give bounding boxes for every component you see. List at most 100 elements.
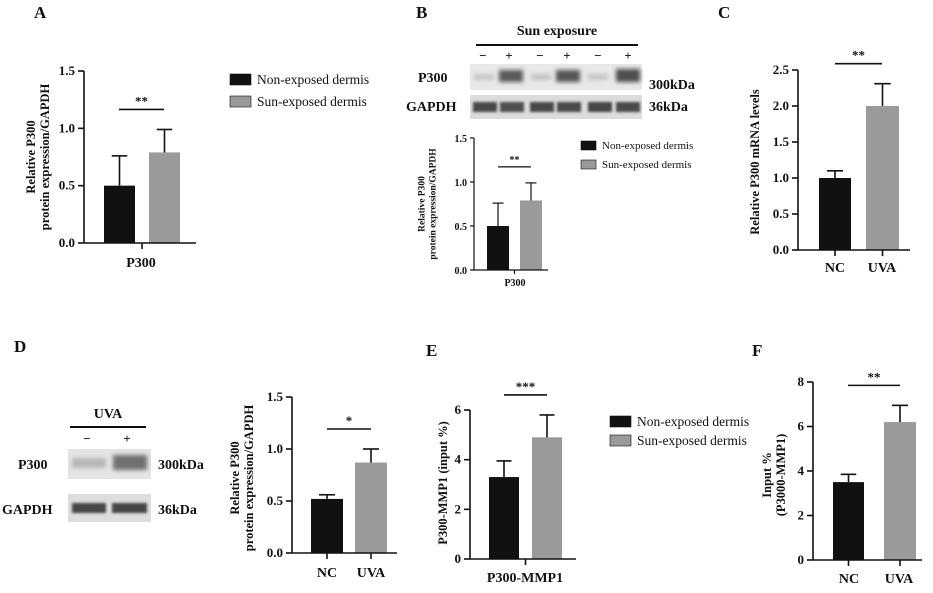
chart-f-significance-label: **: [868, 369, 881, 384]
chart-e-category-label-1: P300-MMP1: [487, 571, 563, 586]
blot-d-p300-band-1: [72, 458, 106, 468]
chart-b-category-label-1: P300: [504, 278, 525, 289]
blot-d-gapdh-band-2: [112, 503, 147, 513]
chart-e-bar-1: [489, 477, 519, 559]
blot-b-p300-band-5: [588, 74, 608, 80]
chart-d-y-axis-title: Relative P300protein expression/GAPDH: [228, 405, 256, 552]
chart-f-y-axis-title: Input %(P3000-MMP1): [760, 434, 788, 517]
blot-b-size-gapdh: 36kDa: [649, 100, 688, 115]
blot-d-size-gapdh: 36kDa: [158, 503, 197, 518]
panel-letter-a: A: [34, 3, 47, 22]
chart-a-legend-swatch-1: [229, 73, 252, 86]
chart-e-significance-label: ***: [516, 379, 536, 394]
chart-c-y-axis-title-line-1: Relative P300 mRNA levels: [748, 89, 762, 235]
chart-f: 0 2 4 6 8 NC UVA ** Input %(P3000-MMP1): [760, 369, 922, 587]
chart-d-y-axis-title-line-1: Relative P300: [228, 441, 242, 514]
blot-b-gapdh-bands: [473, 102, 640, 112]
chart-f-ytick-label-5: 8: [798, 374, 805, 389]
chart-e-ytick-label-3: 4: [455, 452, 462, 467]
chart-e-bar-2: [532, 437, 562, 559]
panel-letter-f: F: [752, 341, 762, 360]
chart-a-y-axis-title: Relative P300protein expression/GAPDH: [24, 84, 52, 231]
blot-b-lane-2: +: [505, 48, 512, 63]
chart-a: 0.0 0.5 1.0 1.5 P300 ** Relative P300protein e…: [24, 63, 369, 271]
blot-b-gapdh-band-2: [500, 102, 524, 112]
blot-d-gapdh-band-1: [72, 503, 106, 513]
chart-e-y-axis-title: P300-MMP1 (input %): [436, 421, 450, 545]
chart-f-bar-2: [884, 422, 916, 560]
blot-b-p300-bands: [474, 69, 640, 82]
blot-b-lane-4: +: [563, 48, 570, 63]
chart-c-ytick-label-6: 2.5: [773, 62, 790, 77]
blot-b-row-label-p300: P300: [418, 71, 448, 86]
chart-d-y-axis-title-line-2: protein expression/GAPDH: [242, 405, 256, 552]
chart-b-legend-label-1: Non-exposed dermis: [602, 140, 693, 152]
blot-b-gapdh-band-3: [530, 102, 554, 112]
chart-b-legend-swatch-2: [580, 159, 597, 170]
chart-a-category-label-1: P300: [126, 256, 156, 271]
blot-b-gapdh-band-5: [588, 102, 612, 112]
chart-a-legend-label-2: Sun-exposed dermis: [257, 94, 367, 109]
chart-a-ytick-label-4: 1.5: [59, 63, 76, 78]
chart-d-ytick-label-2: 0.5: [267, 493, 284, 508]
chart-c: 0.0 0.5 1.0 1.5 2.0 2.5 NC UVA ** Relative P300 m…: [748, 48, 910, 276]
chart-e-y-axis-title-line-1: P300-MMP1 (input %): [436, 421, 450, 545]
blot-b-size-p300: 300kDa: [649, 78, 695, 93]
chart-f-ytick-label-4: 6: [798, 419, 805, 434]
blot-d-size-p300: 300kDa: [158, 458, 204, 473]
blot-d-gapdh-bands: [72, 503, 147, 513]
chart-a-y-axis-title-line-2: protein expression/GAPDH: [38, 84, 52, 231]
chart-d-ytick-label-3: 1.0: [267, 441, 283, 456]
chart-d-category-label-1: NC: [317, 566, 337, 581]
chart-b-ytick-label-3: 1.0: [455, 178, 468, 189]
chart-c-significance-label: **: [852, 48, 865, 63]
chart-e-legend-swatch-1: [609, 415, 632, 428]
chart-f-bar-1: [833, 482, 864, 560]
chart-c-ytick-label-5: 2.0: [773, 98, 789, 113]
chart-c-bar-1: [819, 178, 851, 250]
blot-b-p300-band-4: [556, 70, 580, 82]
chart-c-category-label-2: UVA: [868, 261, 897, 276]
blot-d-row-label-gapdh: GAPDH: [2, 503, 53, 518]
chart-a-ytick-label-1: 0.0: [59, 235, 75, 250]
panel-letter-e: E: [426, 341, 437, 360]
blot-d-header: UVA: [94, 407, 123, 422]
blot-b-p300-band-1: [474, 74, 494, 80]
blot-b-gapdh-band-1: [473, 102, 497, 112]
chart-c-ytick-label-3: 1.0: [773, 170, 789, 185]
western-blot-d: UVA − + P300 GAPDH 300kDa 36kDa: [2, 407, 204, 522]
chart-e-legend-label-2: Sun-exposed dermis: [637, 433, 747, 448]
blot-d-lane-1: −: [83, 431, 90, 446]
chart-e: 0 2 4 6 P300-MMP1 *** P300-MMP1 (input %) Non-e…: [436, 379, 749, 586]
chart-d-bar-1: [311, 498, 343, 553]
chart-c-ytick-label-2: 0.5: [773, 206, 790, 221]
chart-a-bar-2: [149, 152, 180, 243]
chart-f-y-axis-title-line-1: Input %: [760, 452, 774, 498]
chart-f-y-axis-title-line-2: (P3000-MMP1): [774, 434, 788, 517]
chart-c-y-axis-title: Relative P300 mRNA levels: [748, 89, 762, 235]
blot-b-row-label-gapdh: GAPDH: [406, 100, 457, 115]
chart-b-bar-1: [487, 226, 509, 270]
panel-letter-d: D: [14, 337, 26, 356]
blot-b-p300-band-6: [616, 69, 640, 82]
blot-b-gapdh-band-4: [557, 102, 581, 112]
blot-b-header: Sun exposure: [517, 24, 597, 39]
chart-e-legend-swatch-2: [609, 434, 632, 447]
chart-e-ytick-label-1: 0: [455, 551, 462, 566]
chart-e-ytick-label-2: 2: [455, 501, 462, 516]
chart-a-y-axis-title-line-1: Relative P300: [24, 120, 38, 193]
chart-d-ytick-label-4: 1.5: [267, 389, 284, 404]
chart-b-ytick-label-4: 1.5: [455, 134, 468, 145]
chart-c-category-label-1: NC: [825, 261, 845, 276]
chart-e-ytick-label-4: 6: [455, 402, 462, 417]
chart-b-significance-label: **: [510, 155, 520, 166]
chart-b-ytick-label-1: 0.0: [455, 266, 468, 277]
chart-f-ytick-label-2: 2: [798, 508, 805, 523]
chart-a-legend-swatch-2: [229, 95, 252, 108]
chart-f-category-label-1: NC: [839, 572, 859, 587]
panel-letter-b: B: [416, 3, 427, 22]
blot-b-p300-band-3: [531, 74, 551, 80]
chart-c-bar-2: [866, 106, 899, 250]
chart-d-category-label-2: UVA: [357, 566, 386, 581]
chart-f-category-label-2: UVA: [885, 572, 914, 587]
